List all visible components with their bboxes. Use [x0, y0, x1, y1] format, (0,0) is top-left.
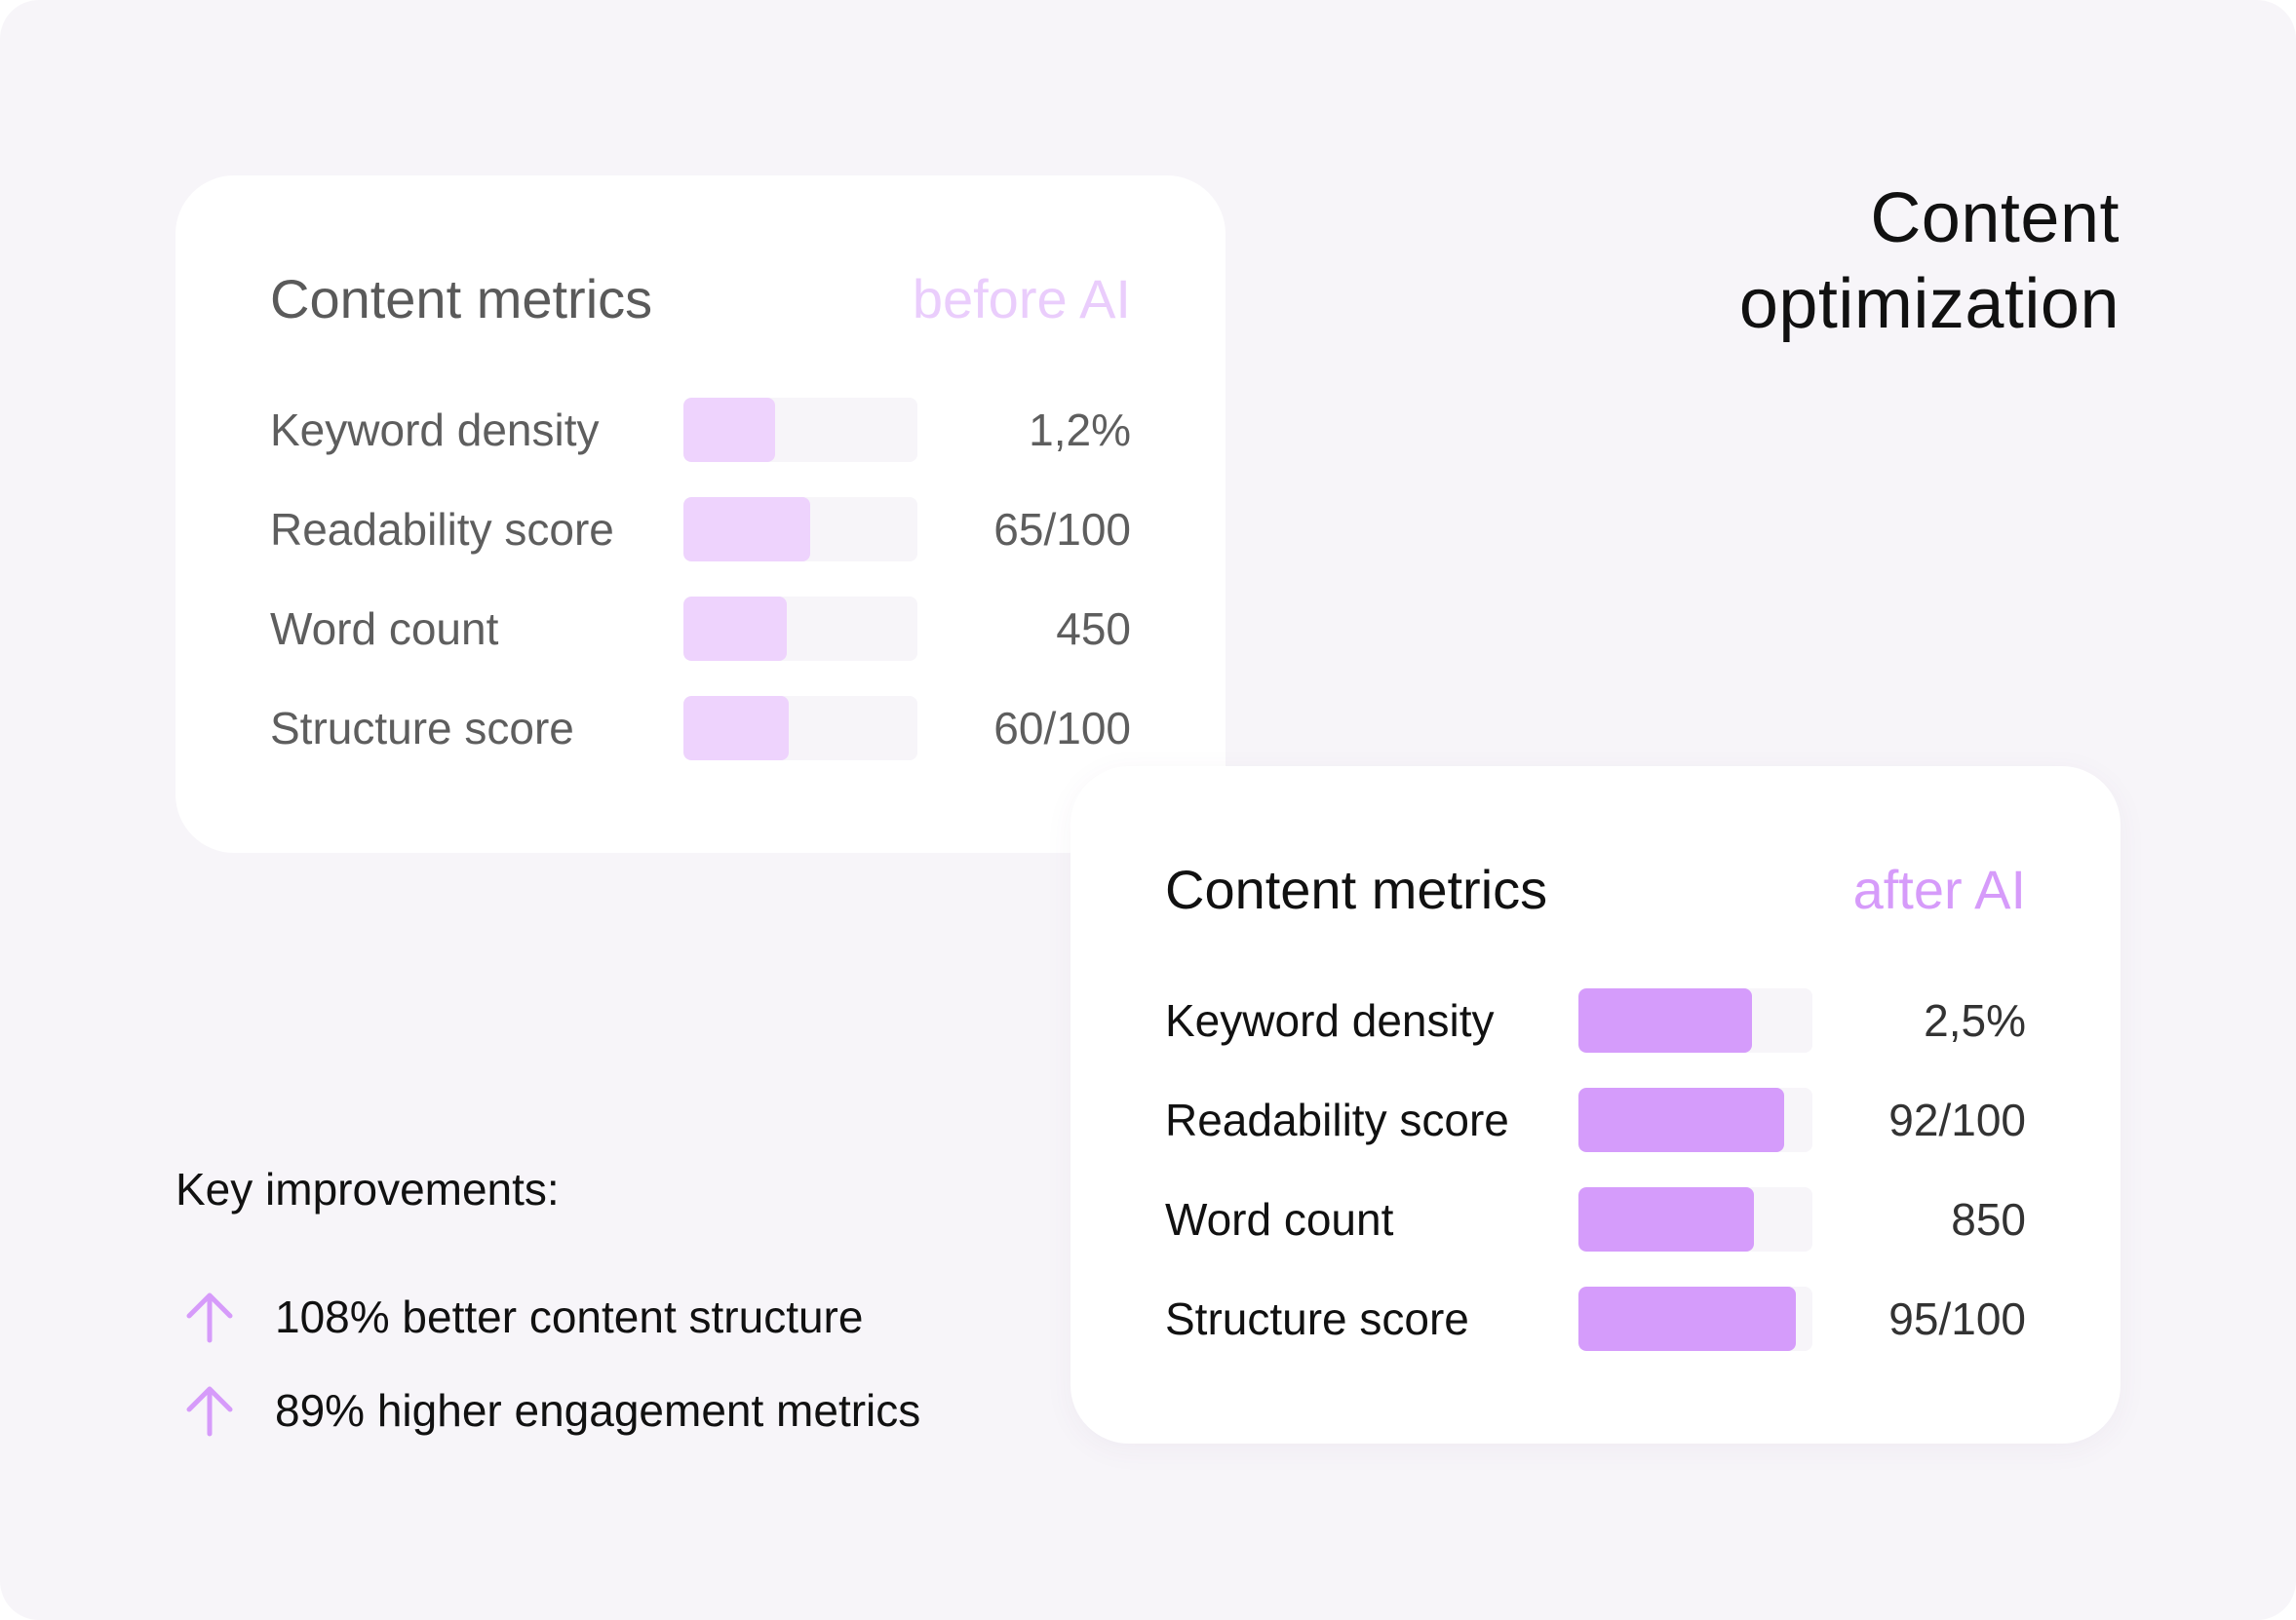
metric-value: 1,2% — [1029, 405, 1131, 455]
metric-row-structure-score: Structure score 95/100 — [1165, 1287, 2026, 1351]
metric-bar-fill — [1578, 1287, 1797, 1351]
card-title: Content metrics — [270, 268, 653, 329]
improvement-text: 108% better content structure — [275, 1292, 864, 1342]
metric-value: 65/100 — [993, 504, 1131, 555]
metric-row-word-count: Word count 450 — [270, 597, 1131, 661]
metric-value: 2,5% — [1924, 995, 2026, 1046]
metric-bar-track — [683, 497, 917, 561]
metric-bar-fill — [1578, 1187, 1754, 1252]
metric-value: 450 — [1056, 603, 1131, 654]
metric-bar-fill — [683, 597, 787, 661]
metric-label: Readability score — [270, 504, 614, 555]
metric-row-readability-score: Readability score 65/100 — [270, 497, 1131, 561]
metric-label: Keyword density — [1165, 995, 1495, 1046]
metric-bar-fill — [683, 497, 810, 561]
metric-bar-track — [1578, 988, 1812, 1053]
metric-bar-track — [683, 696, 917, 760]
card-tag-before-ai: before AI — [912, 268, 1131, 329]
metric-label: Structure score — [270, 703, 574, 753]
improvement-text: 89% higher engagement metrics — [275, 1385, 921, 1436]
key-improvements: Key improvements: 108% better content st… — [175, 1160, 1053, 1437]
metric-bar-fill — [683, 696, 789, 760]
page-title-line-2: optimization — [1738, 265, 2120, 343]
metrics-card-before: Content metrics before AI Keyword densit… — [175, 175, 1226, 853]
metric-label: Keyword density — [270, 405, 600, 455]
card-header: Content metrics after AI — [1165, 856, 2026, 924]
page-title-line-1: Content — [1870, 179, 2120, 257]
card-title: Content metrics — [1165, 859, 1548, 920]
metric-bar-track — [683, 398, 917, 462]
metric-bar-track — [1578, 1287, 1812, 1351]
metric-bar-fill — [1578, 1088, 1785, 1152]
metric-row-structure-score: Structure score 60/100 — [270, 696, 1131, 760]
metric-value: 92/100 — [1888, 1095, 2026, 1145]
improvements-title: Key improvements: — [175, 1164, 560, 1215]
metric-value: 850 — [1951, 1194, 2026, 1245]
metric-row-word-count: Word count 850 — [1165, 1187, 2026, 1252]
metric-value: 60/100 — [993, 703, 1131, 753]
metric-label: Word count — [1165, 1194, 1394, 1245]
metric-row-readability-score: Readability score 92/100 — [1165, 1088, 2026, 1152]
metric-value: 95/100 — [1888, 1293, 2026, 1344]
metrics-card-after: Content metrics after AI Keyword density… — [1070, 766, 2121, 1444]
card-header: Content metrics before AI — [270, 265, 1131, 333]
card-tag-after-ai: after AI — [1852, 859, 2026, 920]
arrow-up-icon — [183, 1383, 236, 1438]
metric-label: Structure score — [1165, 1293, 1469, 1344]
metric-bar-track — [1578, 1088, 1812, 1152]
metric-bar-fill — [683, 398, 775, 462]
arrow-up-icon — [183, 1290, 236, 1344]
page-title: Content optimization — [1437, 175, 2120, 347]
improvement-item: 108% better content structure — [175, 1283, 1053, 1351]
improvement-item: 89% higher engagement metrics — [175, 1376, 1053, 1445]
metric-row-keyword-density: Keyword density 2,5% — [1165, 988, 2026, 1053]
metric-label: Readability score — [1165, 1095, 1509, 1145]
metric-label: Word count — [270, 603, 499, 654]
metric-bar-fill — [1578, 988, 1752, 1053]
metric-bar-track — [1578, 1187, 1812, 1252]
metric-bar-track — [683, 597, 917, 661]
metric-row-keyword-density: Keyword density 1,2% — [270, 398, 1131, 462]
